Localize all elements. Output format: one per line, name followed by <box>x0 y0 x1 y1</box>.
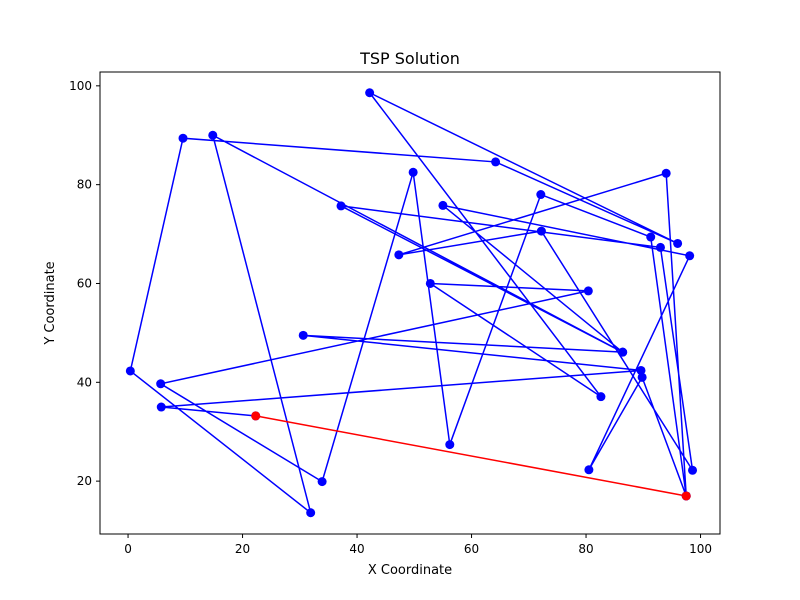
chart-title: TSP Solution <box>359 49 460 68</box>
closing-edge-point <box>251 411 261 421</box>
city-point <box>317 477 327 487</box>
y-tick-label: 20 <box>77 474 92 488</box>
x-axis-label: X Coordinate <box>368 563 452 578</box>
city-point <box>596 392 606 402</box>
city-point <box>661 168 671 178</box>
x-tick-label: 40 <box>349 542 364 556</box>
closing-edge-line <box>255 415 687 497</box>
y-tick-label: 40 <box>77 375 92 389</box>
tour-path <box>129 92 694 515</box>
x-tick-label: 20 <box>235 542 250 556</box>
city-point <box>394 250 404 260</box>
city-point <box>156 402 166 412</box>
y-tick-label: 80 <box>77 178 92 192</box>
city-point <box>655 242 665 252</box>
city-point <box>646 232 656 242</box>
x-tick-label: 80 <box>578 542 593 556</box>
city-point <box>306 508 316 518</box>
x-tick-label: 60 <box>464 542 479 556</box>
city-point <box>673 238 683 248</box>
city-point <box>445 440 455 450</box>
city-point <box>536 226 546 236</box>
city-point <box>408 167 418 177</box>
tour-line <box>129 92 694 515</box>
city-point <box>618 347 628 357</box>
city-point <box>156 379 166 389</box>
closing-edge-point <box>681 491 691 501</box>
y-tick-label: 100 <box>69 79 92 93</box>
y-tick-label: 60 <box>77 276 92 290</box>
city-points <box>125 88 698 518</box>
city-point <box>298 330 308 340</box>
city-point <box>583 286 593 296</box>
city-point <box>125 366 135 376</box>
plot-frame <box>99 71 721 535</box>
y-axis-ticks: 20 40 60 80 100 <box>69 79 100 488</box>
city-point <box>438 200 448 210</box>
y-axis-label: Y Coordinate <box>43 261 58 345</box>
x-axis-ticks: 0 20 40 60 80 100 <box>124 534 712 556</box>
city-point <box>208 130 218 140</box>
city-point <box>637 372 647 382</box>
x-tick-label: 100 <box>689 542 712 556</box>
x-tick-label: 0 <box>124 542 132 556</box>
city-point <box>178 133 188 143</box>
city-point <box>491 157 501 167</box>
city-point <box>425 278 435 288</box>
city-point <box>685 251 695 261</box>
city-point <box>636 365 646 375</box>
city-point <box>584 465 594 475</box>
city-point <box>365 88 375 98</box>
city-point <box>536 190 546 200</box>
city-point <box>688 465 698 475</box>
city-point <box>336 201 346 211</box>
